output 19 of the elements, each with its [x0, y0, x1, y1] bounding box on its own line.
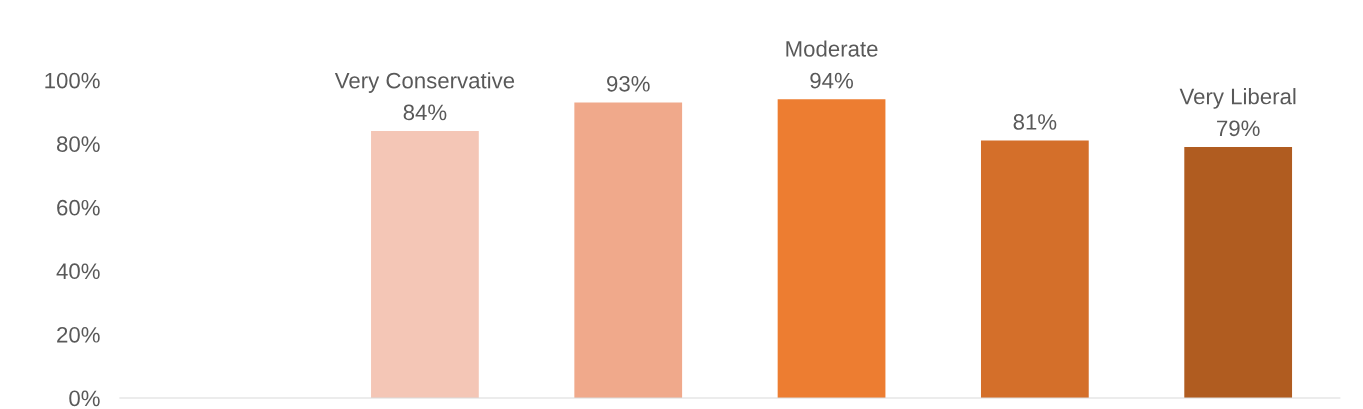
- y-tick-label: 20%: [57, 326, 100, 343]
- bar: [574, 102, 683, 398]
- bar: [980, 140, 1089, 398]
- data-label: 81%: [1013, 114, 1057, 130]
- y-tick-label: 80%: [56, 136, 100, 152]
- y-tick-label: 40%: [56, 263, 100, 280]
- bar: [371, 131, 479, 398]
- bar: [777, 99, 886, 398]
- data-label: 93%: [607, 75, 650, 92]
- data-label: 79%: [1217, 120, 1260, 137]
- y-tick-label: 0%: [69, 390, 100, 407]
- y-tick-label: 60%: [57, 199, 100, 216]
- data-label: 94%: [810, 72, 853, 89]
- x-tick-label: Very Conservative: [334, 72, 515, 93]
- data-label: 84%: [403, 104, 447, 121]
- y-tick-label: 100%: [45, 72, 100, 89]
- x-tick-label: Very Liberal: [1179, 88, 1296, 109]
- x-tick-label: Moderate: [786, 40, 878, 57]
- bar: [1184, 146, 1293, 398]
